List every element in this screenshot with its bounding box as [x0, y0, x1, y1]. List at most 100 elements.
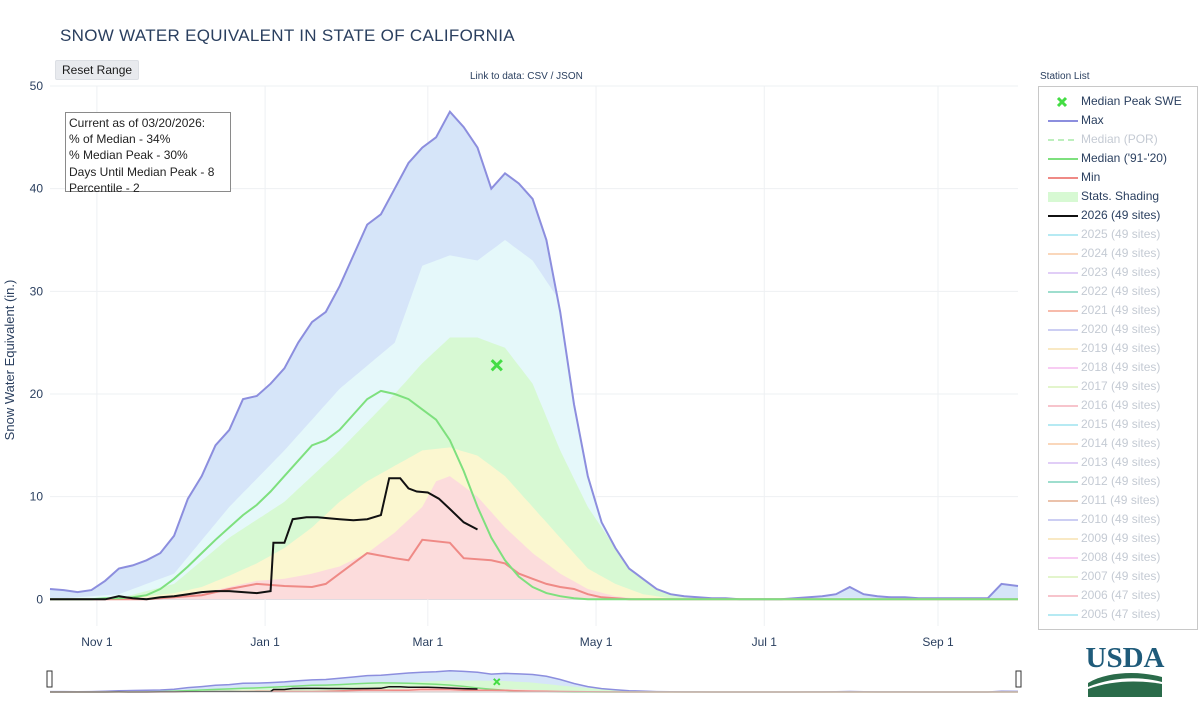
- legend-item[interactable]: 2019 (49 sites): [1039, 339, 1197, 358]
- legend-symbol: [1048, 215, 1078, 217]
- legend-item[interactable]: 2023 (49 sites): [1039, 263, 1197, 282]
- x-tick-label: Nov 1: [81, 635, 113, 649]
- legend-item-label: 2020 (49 sites): [1081, 322, 1161, 336]
- legend-item[interactable]: Stats. Shading: [1039, 187, 1197, 206]
- legend-symbol: [1048, 139, 1078, 141]
- band-red: [50, 476, 1018, 600]
- legend-item[interactable]: 2026 (49 sites): [1039, 206, 1197, 225]
- station-list-link[interactable]: Station List: [1040, 71, 1090, 82]
- legend-item[interactable]: 2011 (49 sites): [1039, 491, 1197, 510]
- legend-item[interactable]: Median ('91-'20): [1039, 149, 1197, 168]
- usda-logo-text: USDA: [1086, 642, 1165, 674]
- legend-symbol: [1048, 424, 1078, 426]
- status-line-median-peak: % Median Peak - 30%: [69, 148, 188, 163]
- legend-item[interactable]: Min: [1039, 168, 1197, 187]
- y-tick-label: 30: [30, 284, 44, 298]
- legend-symbol: [1048, 234, 1078, 236]
- legend-symbol: [1048, 538, 1078, 540]
- legend-item-label: Median (POR): [1081, 132, 1158, 146]
- legend-item-label: 2019 (49 sites): [1081, 341, 1161, 355]
- legend-symbol: [1048, 272, 1078, 274]
- legend-symbol: [1048, 519, 1078, 521]
- y-tick-label: 0: [36, 592, 43, 606]
- legend-item[interactable]: 2009 (49 sites): [1039, 529, 1197, 548]
- legend-symbol: [1048, 158, 1078, 160]
- status-line-days-until-peak: Days Until Median Peak - 8: [69, 164, 215, 179]
- band-layer: [50, 111, 1018, 600]
- series-max: [49, 109, 1019, 601]
- legend-item[interactable]: 2022 (49 sites): [1039, 282, 1197, 301]
- legend-item-label: 2010 (49 sites): [1081, 512, 1161, 526]
- x-tick-label: Sep 1: [922, 635, 954, 649]
- legend-item[interactable]: 2017 (49 sites): [1039, 377, 1197, 396]
- legend-item[interactable]: 2016 (49 sites): [1039, 396, 1197, 415]
- y-axis-label: Snow Water Equivalent (in.): [2, 280, 17, 441]
- legend-item-label: Stats. Shading: [1081, 189, 1160, 203]
- legend-item-label: 2018 (49 sites): [1081, 360, 1161, 374]
- legend-symbol: [1048, 557, 1078, 559]
- series-current-year: [50, 477, 478, 601]
- data-link[interactable]: Link to data: CSV / JSON: [470, 71, 583, 82]
- legend-item-label: Min: [1081, 170, 1101, 184]
- reset-range-button[interactable]: Reset Range: [55, 60, 140, 80]
- legend-item-label: 2025 (49 sites): [1081, 227, 1161, 241]
- usda-logo-field: [1088, 681, 1162, 697]
- range-slider-preview: [50, 669, 1019, 693]
- x-tick-label: May 1: [580, 635, 613, 649]
- legend-symbol: [1048, 443, 1078, 445]
- legend-symbol: [1048, 192, 1078, 202]
- median-peak-marker: [490, 359, 503, 372]
- legend-item[interactable]: 2006 (47 sites): [1039, 586, 1197, 605]
- legend-item[interactable]: 2018 (49 sites): [1039, 358, 1197, 377]
- legend-item[interactable]: 2005 (47 sites): [1039, 605, 1197, 624]
- legend-item-label: 2009 (49 sites): [1081, 531, 1161, 545]
- legend-item[interactable]: 2013 (49 sites): [1039, 453, 1197, 472]
- legend-item-label: 2005 (47 sites): [1081, 607, 1161, 621]
- legend-item[interactable]: 2012 (49 sites): [1039, 472, 1197, 491]
- legend-item[interactable]: 2024 (49 sites): [1039, 244, 1197, 263]
- legend-item[interactable]: Median (POR): [1039, 130, 1197, 149]
- legend-symbol: [1048, 253, 1078, 255]
- legend-item[interactable]: 2010 (49 sites): [1039, 510, 1197, 529]
- legend-item-label: 2007 (49 sites): [1081, 569, 1161, 583]
- legend-symbol: [1048, 462, 1078, 464]
- legend-item[interactable]: 2020 (49 sites): [1039, 320, 1197, 339]
- legend-item-label: 2026 (49 sites): [1081, 208, 1161, 222]
- legend-item-label: 2024 (49 sites): [1081, 246, 1161, 260]
- legend-item[interactable]: 2007 (49 sites): [1039, 567, 1197, 586]
- legend-symbol: [1048, 348, 1078, 350]
- status-line-date: Current as of 03/20/2026:: [69, 116, 206, 130]
- usda-logo-swoosh-top: [1088, 673, 1162, 687]
- legend-symbol: [1056, 96, 1068, 108]
- legend-item-label: Median ('91-'20): [1081, 151, 1167, 165]
- legend-item-label: 2008 (49 sites): [1081, 550, 1161, 564]
- status-box: Current as of 03/20/2026: % of Median - …: [65, 112, 231, 195]
- legend-symbol: [1048, 595, 1078, 597]
- legend-item-label: 2014 (49 sites): [1081, 436, 1161, 450]
- legend-item[interactable]: Median Peak SWE: [1039, 92, 1197, 111]
- legend-item[interactable]: Max: [1039, 111, 1197, 130]
- usda-logo: USDA: [1084, 640, 1166, 698]
- series-min: [50, 538, 1018, 601]
- legend-item-label: 2016 (49 sites): [1081, 398, 1161, 412]
- legend-symbol: [1048, 576, 1078, 578]
- range-handle-left[interactable]: [46, 670, 53, 688]
- legend-item[interactable]: 2015 (49 sites): [1039, 415, 1197, 434]
- legend-item[interactable]: 2021 (49 sites): [1039, 301, 1197, 320]
- legend-item-label: 2011 (49 sites): [1081, 493, 1160, 507]
- legend-item[interactable]: 2025 (49 sites): [1039, 225, 1197, 244]
- legend-symbol: [1048, 367, 1078, 369]
- band-yellow: [50, 447, 1018, 600]
- x-tick-label: Mar 1: [412, 635, 443, 649]
- range-handle-right[interactable]: [1015, 670, 1022, 688]
- legend-item-label: 2022 (49 sites): [1081, 284, 1161, 298]
- legend-symbol: [1048, 310, 1078, 312]
- legend-item[interactable]: 2014 (49 sites): [1039, 434, 1197, 453]
- legend-symbol: [1048, 614, 1078, 616]
- legend-item[interactable]: 2008 (49 sites): [1039, 548, 1197, 567]
- legend-item-label: 2021 (49 sites): [1081, 303, 1161, 317]
- legend-symbol: [1048, 500, 1078, 502]
- legend-item-label: Max: [1081, 113, 1104, 127]
